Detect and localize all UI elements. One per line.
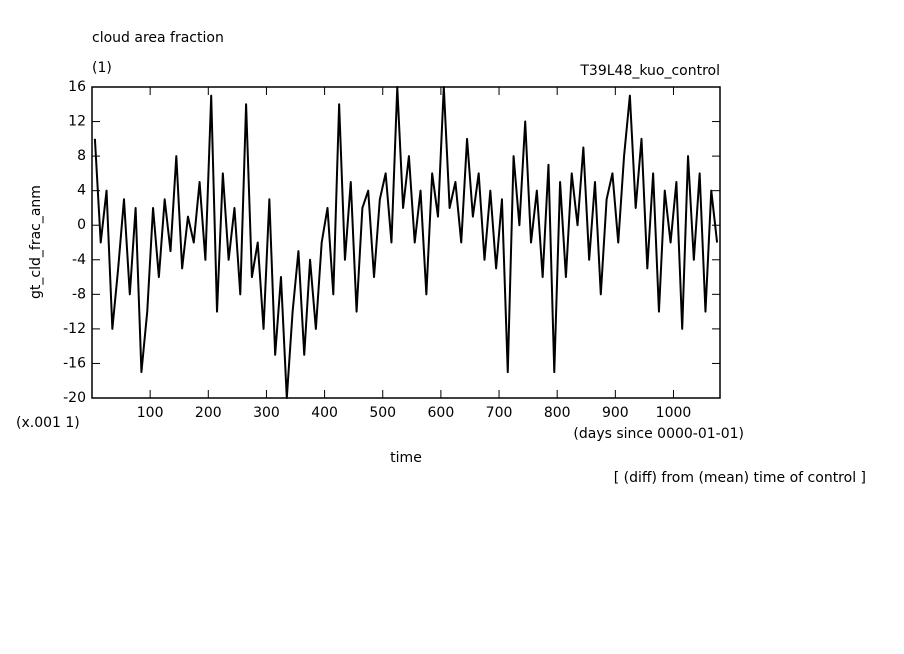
y-tick-label: -20 — [63, 390, 86, 406]
y-tick-label: 4 — [77, 183, 86, 199]
x-tick-label: 300 — [253, 405, 280, 421]
x-tick-label: 800 — [544, 405, 571, 421]
x-tick-label: 700 — [486, 405, 513, 421]
x-axis-label: time — [390, 450, 422, 466]
x-tick-label: 500 — [369, 405, 396, 421]
y-tick-label: 12 — [68, 114, 86, 130]
y-tick-label: -4 — [72, 252, 86, 268]
y-tick-label: 16 — [68, 79, 86, 95]
subtitle: (1) — [92, 60, 112, 76]
x-tick-label: 400 — [311, 405, 338, 421]
plot-frame — [91, 86, 721, 399]
y-tick-label: 0 — [77, 217, 86, 233]
y-tick-label: 8 — [77, 148, 86, 164]
y-unit: (x.001 1) — [16, 415, 80, 431]
y-axis-label: gt_cld_frac_anm — [28, 185, 44, 299]
x-unit: (days since 0000-01-01) — [573, 426, 744, 442]
x-tick-label: 200 — [195, 405, 222, 421]
x-tick-label: 100 — [137, 405, 164, 421]
y-tick-label: -16 — [63, 355, 86, 371]
footnote: [ (diff) from (mean) time of control ] — [614, 470, 866, 486]
x-tick-label: 1000 — [656, 405, 692, 421]
x-tick-label: 600 — [428, 405, 455, 421]
x-tick-label: 900 — [602, 405, 629, 421]
y-tick-label: -12 — [63, 321, 86, 337]
chart-title: cloud area fraction — [92, 30, 224, 46]
annotation: T39L48_kuo_control — [579, 63, 720, 79]
data-line — [93, 86, 719, 399]
y-tick-label: -8 — [72, 286, 86, 302]
